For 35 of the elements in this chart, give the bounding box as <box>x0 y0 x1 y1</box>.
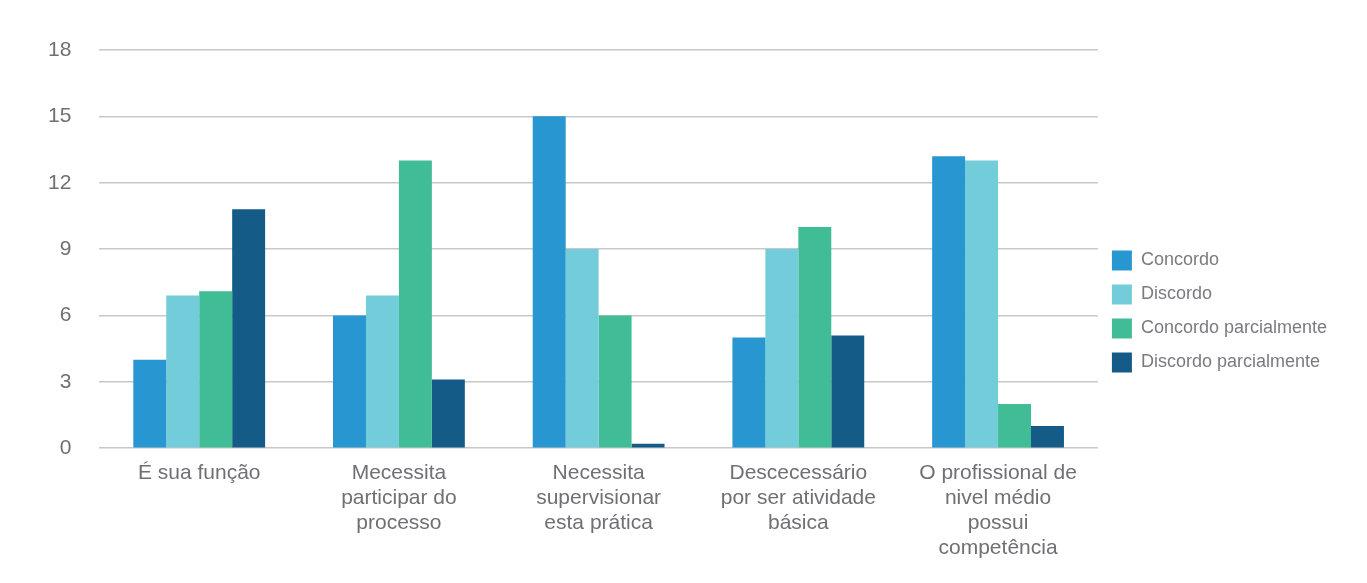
legend-label: Discordo parcialmente <box>1140 351 1320 372</box>
y-tick-label: 0 <box>59 435 72 458</box>
bar <box>431 379 465 448</box>
bar <box>532 116 566 448</box>
bar <box>133 359 167 448</box>
bar <box>365 295 399 448</box>
y-tick-label: 18 <box>48 36 72 60</box>
bar <box>199 291 233 448</box>
bar <box>831 335 865 448</box>
bar <box>932 156 966 448</box>
bar <box>798 226 832 448</box>
y-tick-label: 9 <box>59 235 72 259</box>
bar <box>765 249 799 448</box>
x-tick-label: Descecessário por ser atividade básica <box>720 459 876 533</box>
legend-label: Concordo parcialmente <box>1140 317 1328 338</box>
legend-label: Concordo <box>1140 249 1219 270</box>
bar <box>598 315 632 448</box>
bar <box>398 160 432 448</box>
bar <box>166 295 200 448</box>
y-tick-label: 6 <box>59 302 72 326</box>
y-tick-label: 15 <box>48 103 72 127</box>
x-tick-label: Mecessita participar do processo <box>341 459 457 533</box>
y-tick-label: 12 <box>48 169 72 193</box>
bar <box>1031 426 1064 448</box>
bar <box>965 160 999 448</box>
bar <box>232 209 266 448</box>
bar <box>565 249 599 448</box>
x-tick-label: É sua função <box>137 459 261 483</box>
y-tick-label: 3 <box>59 368 72 392</box>
bar <box>998 403 1031 448</box>
x-tick-label: O profissional de nivel médio possui competência <box>919 459 1077 559</box>
legend-label: Discordo <box>1140 283 1212 304</box>
x-tick-label: Necessita supervisionar esta prática <box>536 459 662 533</box>
bar <box>333 315 366 448</box>
bar <box>732 337 766 448</box>
